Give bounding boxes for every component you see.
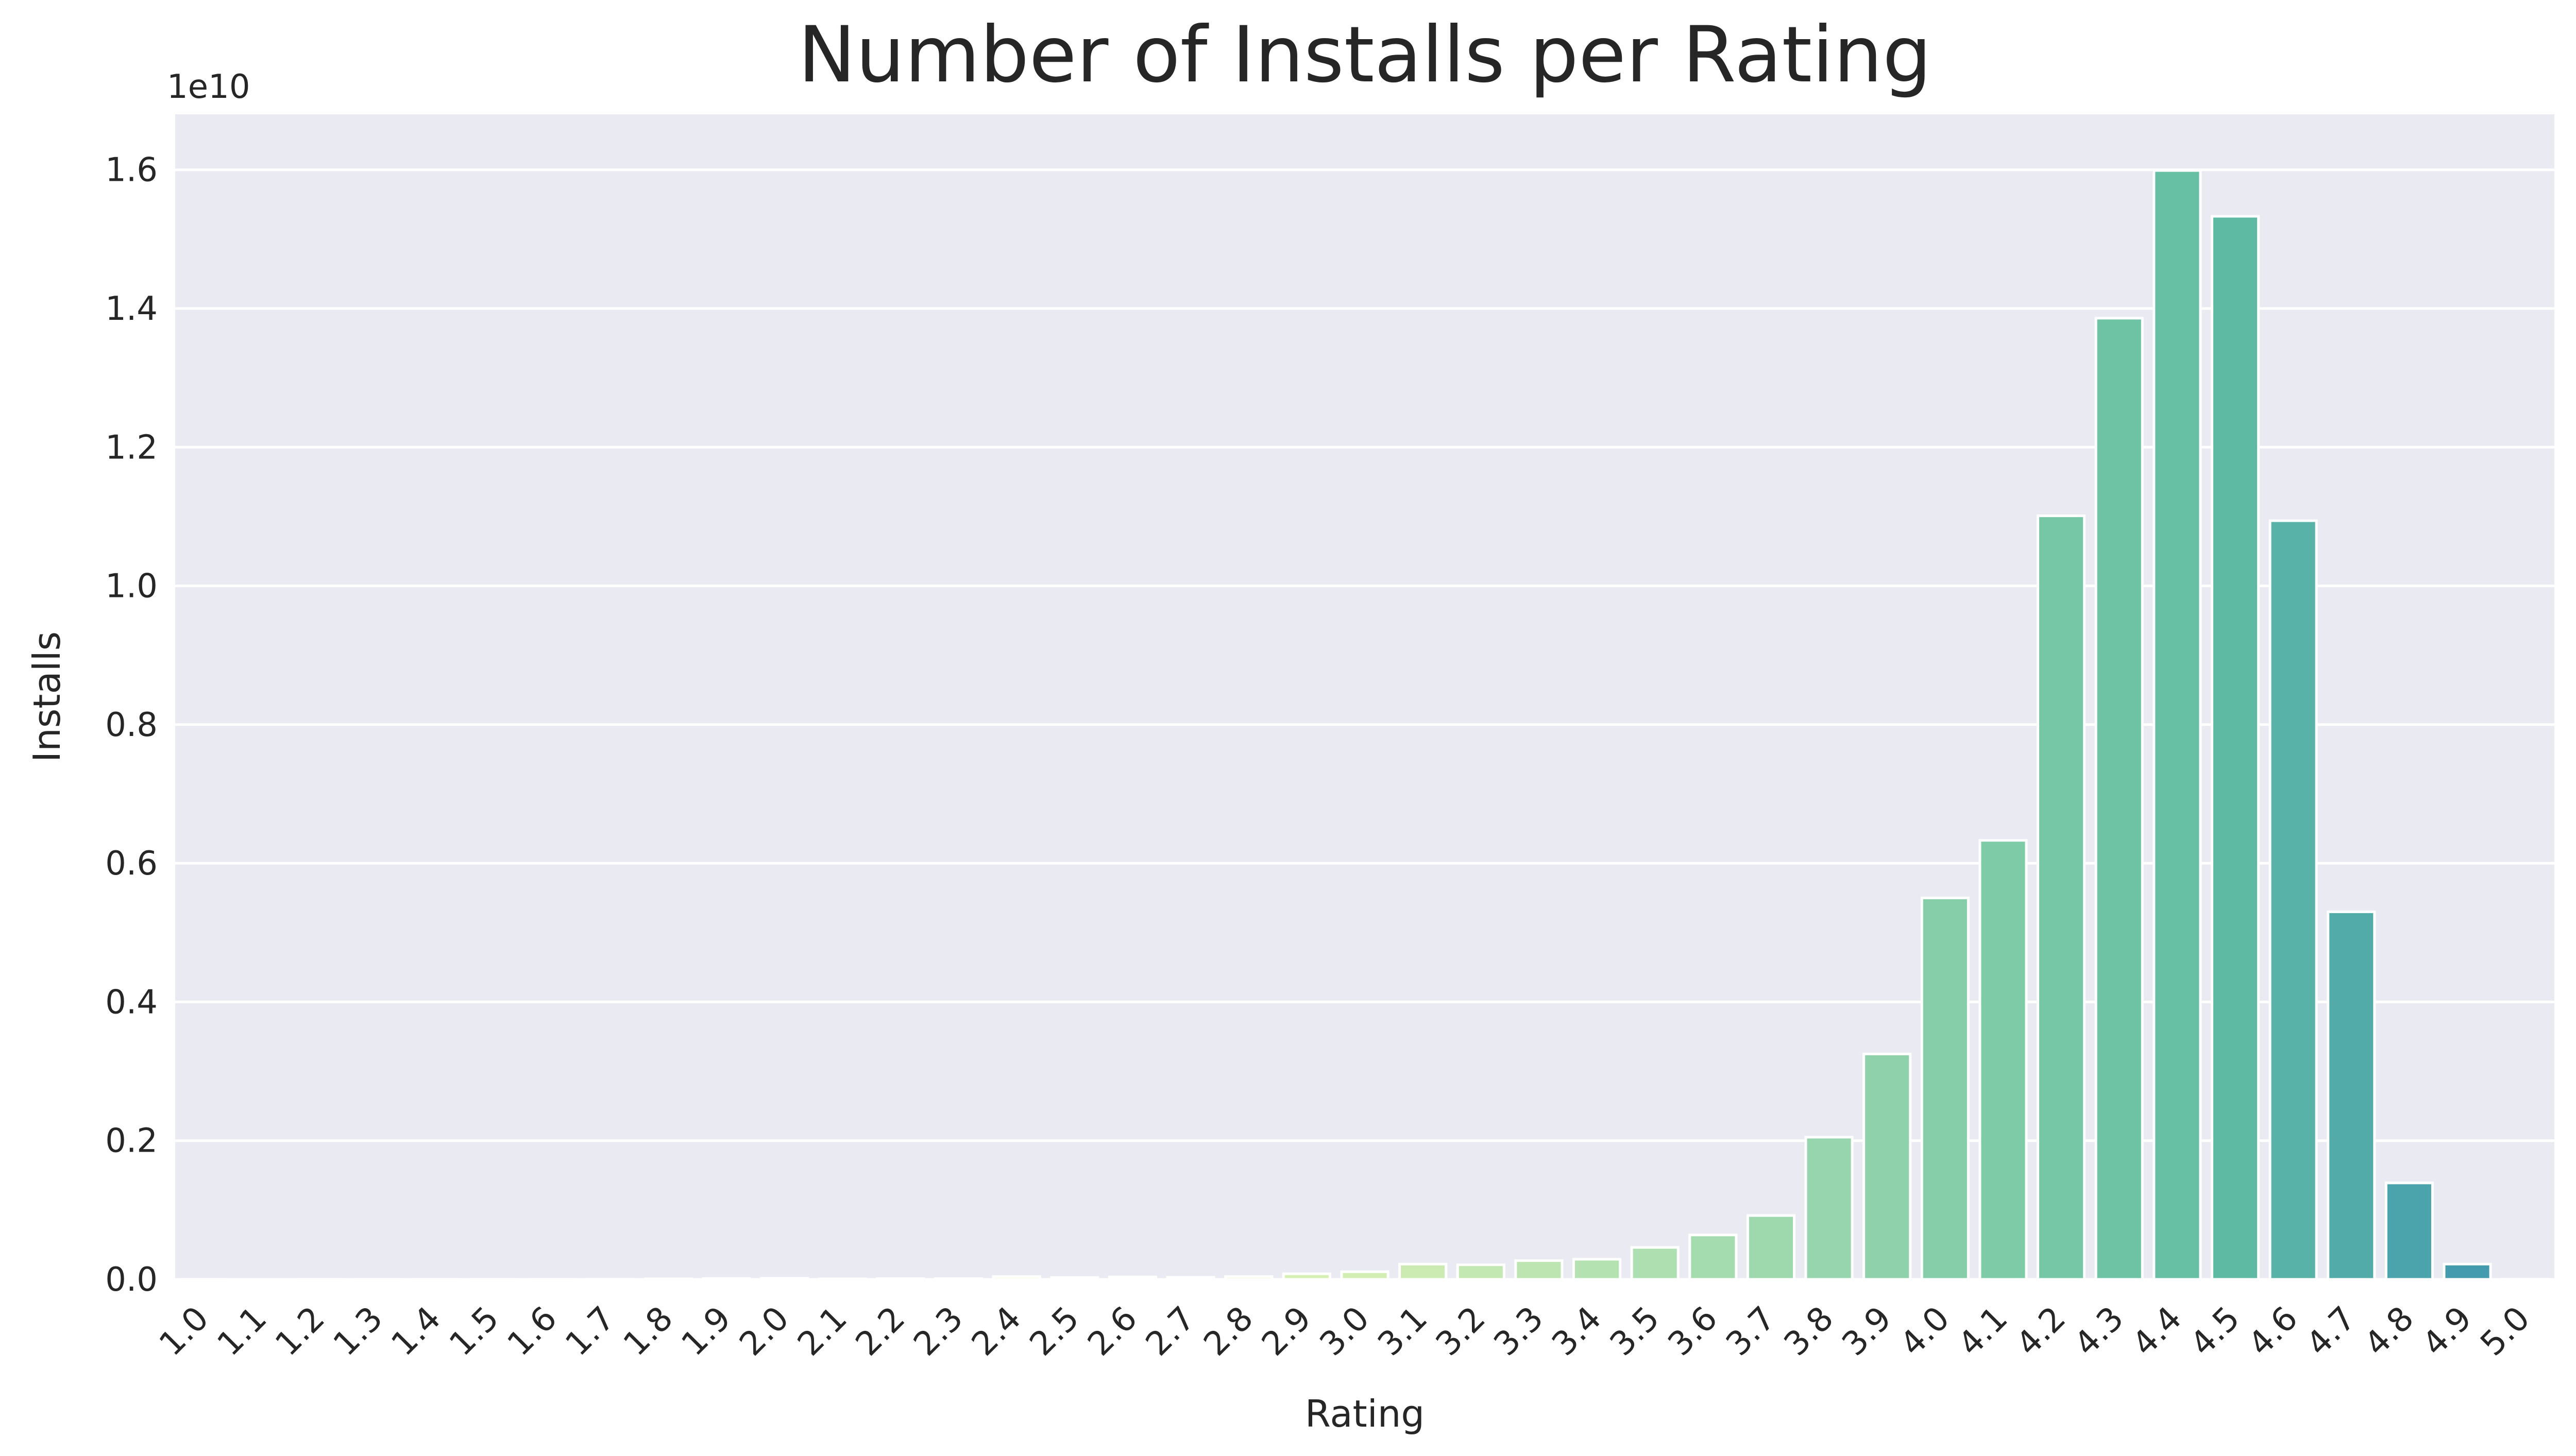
bar-3.2 — [1456, 1263, 1505, 1281]
bar-2.7 — [1166, 1276, 1215, 1281]
bar-4.4 — [2153, 169, 2202, 1281]
bar-3.3 — [1514, 1259, 1564, 1281]
x-tick-label: 4.8 — [2357, 1299, 2421, 1363]
x-tick-label: 2.9 — [1255, 1299, 1318, 1363]
chart-title: Number of Installs per Rating — [798, 10, 1931, 100]
bar-2.5 — [1050, 1276, 1099, 1281]
x-tick-label: 5.0 — [2473, 1299, 2537, 1363]
x-tick-label: 3.7 — [1719, 1299, 1783, 1363]
x-tick-label: 4.3 — [2067, 1299, 2131, 1363]
x-tick-label: 3.4 — [1545, 1299, 1609, 1363]
x-tick-label: 1.9 — [674, 1299, 738, 1363]
bar-2.9 — [1282, 1272, 1331, 1281]
bar-3.8 — [1804, 1136, 1854, 1281]
bar-3.6 — [1688, 1234, 1738, 1281]
y-tick-label: 0.0 — [105, 1261, 158, 1299]
x-tick-label: 4.0 — [1893, 1299, 1957, 1363]
y-scale-label: 1e10 — [167, 68, 250, 106]
x-tick-label: 2.4 — [964, 1299, 1028, 1363]
x-tick-label: 3.3 — [1487, 1299, 1551, 1363]
bar-4.6 — [2268, 519, 2318, 1281]
bar-1.9 — [702, 1277, 751, 1281]
bar-3.7 — [1746, 1214, 1795, 1281]
y-tick-label: 1.6 — [105, 151, 158, 190]
x-tick-label: 2.5 — [1023, 1299, 1087, 1363]
x-tick-label: 4.7 — [2299, 1299, 2363, 1363]
x-tick-label: 1.0 — [152, 1299, 216, 1363]
x-tick-label: 1.3 — [326, 1299, 390, 1363]
bar-2.6 — [1108, 1275, 1158, 1281]
bar-4.3 — [2094, 317, 2144, 1281]
x-tick-label: 2.6 — [1080, 1299, 1144, 1363]
x-tick-label: 3.1 — [1371, 1299, 1435, 1363]
y-tick-label: 1.0 — [105, 568, 158, 606]
x-tick-label: 4.4 — [2125, 1299, 2189, 1363]
bar-4.0 — [1920, 896, 1970, 1281]
bar-3.1 — [1398, 1262, 1448, 1281]
bar-2.8 — [1224, 1275, 1274, 1281]
x-tick-label: 4.2 — [2009, 1299, 2073, 1363]
x-tick-label: 3.6 — [1661, 1299, 1725, 1363]
x-tick-label: 1.5 — [443, 1299, 506, 1363]
x-tick-label: 2.7 — [1139, 1299, 1202, 1363]
x-tick-label: 2.1 — [790, 1299, 854, 1363]
y-tick-label: 0.6 — [105, 845, 158, 883]
x-tick-label: 3.0 — [1313, 1299, 1377, 1363]
x-tick-label: 4.5 — [2183, 1299, 2247, 1363]
bar-4.8 — [2384, 1181, 2434, 1281]
y-axis-label: Installs — [25, 631, 69, 762]
x-tick-label: 2.3 — [907, 1299, 971, 1363]
y-tick-labels: 0.0 0.2 0.4 0.6 0.8 1.0 1.2 1.4 1.6 — [105, 151, 158, 1299]
bar-4.9 — [2443, 1262, 2492, 1281]
y-tick-label: 0.4 — [105, 983, 158, 1021]
x-axis-label: Rating — [1305, 1392, 1425, 1435]
x-tick-label: 4.6 — [2241, 1299, 2305, 1363]
x-tick-label: 2.0 — [733, 1299, 796, 1363]
bar-2.4 — [992, 1275, 1041, 1281]
x-tick-label: 4.9 — [2415, 1299, 2479, 1363]
y-tick-label: 1.2 — [105, 429, 158, 467]
bar-3.4 — [1572, 1258, 1622, 1281]
x-tick-label: 1.8 — [616, 1299, 680, 1363]
x-tick-label: 3.5 — [1603, 1299, 1667, 1363]
bar-2.0 — [760, 1277, 809, 1281]
x-tick-label: 2.2 — [849, 1299, 912, 1363]
x-tick-label: 1.2 — [268, 1299, 332, 1363]
bar-3.5 — [1630, 1246, 1680, 1281]
x-tick-label: 1.6 — [500, 1299, 564, 1363]
x-tick-label: 3.8 — [1777, 1299, 1841, 1363]
bar-4.2 — [2037, 515, 2086, 1281]
bar-4.1 — [1978, 839, 2028, 1281]
x-tick-label: 1.1 — [210, 1299, 274, 1363]
x-tick-label: 4.1 — [1951, 1299, 2015, 1363]
y-tick-label: 1.4 — [105, 290, 158, 328]
bar-4.7 — [2327, 910, 2376, 1281]
bar-3.9 — [1862, 1052, 1912, 1281]
x-tick-labels: 1.01.11.21.31.41.51.61.71.81.92.02.12.22… — [152, 1299, 2537, 1363]
bars — [179, 169, 2550, 1281]
y-tick-label: 0.2 — [105, 1122, 158, 1160]
y-tick-label: 0.8 — [105, 706, 158, 744]
x-tick-label: 3.2 — [1429, 1299, 1493, 1363]
bar-4.5 — [2210, 215, 2260, 1281]
x-tick-label: 2.8 — [1197, 1299, 1261, 1363]
x-tick-label: 3.9 — [1835, 1299, 1899, 1363]
bar-3.0 — [1340, 1270, 1389, 1281]
x-tick-label: 1.4 — [384, 1299, 448, 1363]
x-tick-label: 1.7 — [558, 1299, 622, 1363]
